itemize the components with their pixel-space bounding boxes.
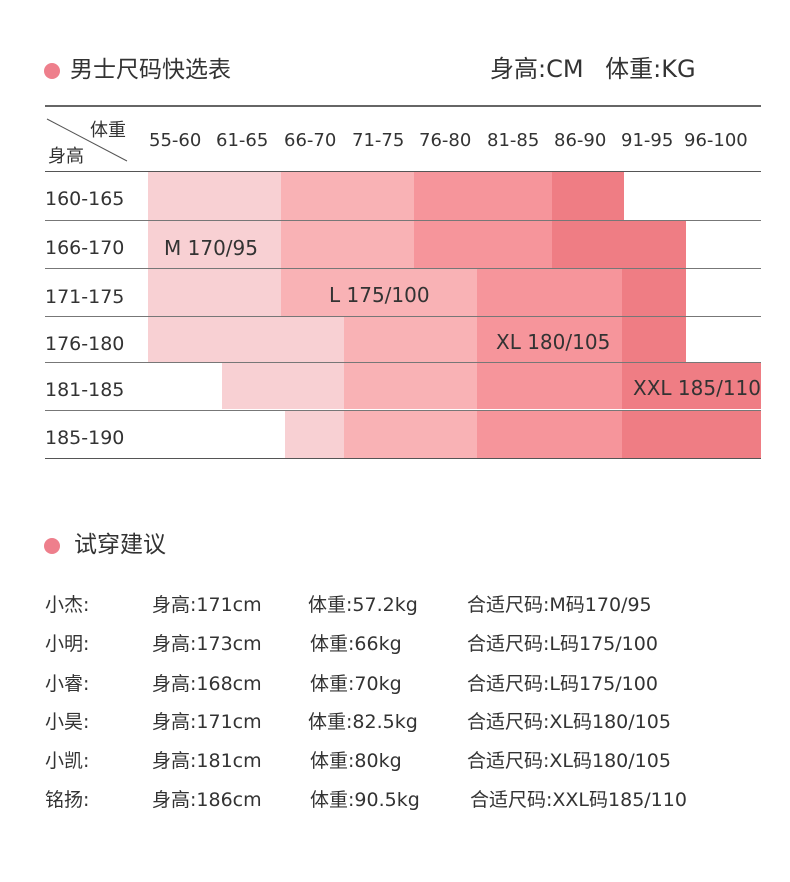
height-row-label: 176-180 [45, 333, 125, 355]
size-cell-xl [477, 363, 622, 409]
size-cell-l [281, 221, 414, 268]
size-cell-xl [477, 269, 622, 316]
advice-title: 试穿建议 [74, 532, 166, 558]
advice-height: 身高:171cm [152, 594, 262, 616]
corner-diagonal-line [46, 118, 128, 162]
advice-name: 铭扬: [45, 789, 90, 811]
size-cell-l [281, 269, 477, 316]
size-label-l: L 175/100 [329, 283, 430, 307]
weight-column-header: 96-100 [684, 130, 748, 151]
advice-size: 合适尺码:L码175/100 [467, 633, 658, 655]
advice-size: 合适尺码:XXL码185/110 [470, 789, 687, 811]
advice-weight: 体重:90.5kg [310, 789, 420, 811]
height-row-label: 185-190 [45, 427, 125, 449]
advice-weight: 体重:80kg [310, 750, 402, 772]
size-cell-xxl [622, 317, 686, 362]
height-row-label: 160-165 [45, 188, 125, 210]
advice-name: 小昊: [45, 711, 90, 733]
size-cell-l [281, 172, 414, 220]
corner-height-label: 身高 [48, 146, 84, 167]
size-cell-m [148, 317, 344, 362]
size-cell-l [344, 411, 477, 458]
weight-column-header: 61-65 [216, 130, 269, 151]
advice-size: 合适尺码:XL码180/105 [467, 711, 671, 733]
advice-height: 身高:171cm [152, 711, 262, 733]
table-header-rule [45, 171, 761, 172]
row-rule [45, 316, 761, 317]
advice-size: 合适尺码:M码170/95 [467, 594, 652, 616]
row-rule [45, 362, 761, 363]
weight-column-header: 81-85 [487, 130, 540, 151]
size-cell-xxl [552, 221, 686, 268]
size-cell-m [285, 411, 344, 458]
size-label-m: M 170/95 [164, 236, 258, 260]
weight-column-header: 66-70 [284, 130, 337, 151]
section-bullet-dot [44, 538, 60, 554]
height-row-label: 181-185 [45, 379, 125, 401]
size-cell-xxl [622, 363, 761, 409]
size-cell-m [148, 269, 281, 316]
advice-size: 合适尺码:XL码180/105 [467, 750, 671, 772]
table-bottom-rule [45, 458, 761, 459]
advice-name: 小明: [45, 633, 90, 655]
page-title: 男士尺码快选表 [70, 57, 231, 83]
size-cell-l [344, 317, 477, 362]
table-top-rule [45, 105, 761, 107]
row-rule [45, 410, 761, 411]
height-row-label: 171-175 [45, 286, 125, 308]
height-row-label: 166-170 [45, 237, 125, 259]
advice-height: 身高:181cm [152, 750, 262, 772]
advice-weight: 体重:66kg [310, 633, 402, 655]
size-cell-xl [477, 411, 622, 458]
weight-column-header: 76-80 [419, 130, 472, 151]
size-cell-xxl [622, 411, 761, 458]
size-cell-xl [414, 221, 552, 268]
advice-name: 小凯: [45, 750, 90, 772]
size-cell-xl [414, 172, 552, 220]
advice-name: 小杰: [45, 594, 90, 616]
row-rule [45, 220, 761, 221]
size-cell-xxl [552, 172, 624, 220]
weight-column-header: 55-60 [149, 130, 202, 151]
corner-weight-label: 体重 [90, 120, 126, 141]
size-cell-m [148, 221, 281, 268]
advice-name: 小睿: [45, 673, 90, 695]
size-label-xxl: XXL 185/110 [633, 376, 761, 400]
weight-column-header: 91-95 [621, 130, 674, 151]
advice-height: 身高:186cm [152, 789, 262, 811]
advice-size: 合适尺码:L码175/100 [467, 673, 658, 695]
section-bullet-dot [44, 63, 60, 79]
advice-weight: 体重:57.2kg [308, 594, 418, 616]
row-rule [45, 268, 761, 269]
advice-weight: 体重:70kg [310, 673, 402, 695]
advice-height: 身高:173cm [152, 633, 262, 655]
size-label-xl: XL 180/105 [496, 330, 611, 354]
size-cell-l [344, 363, 477, 409]
size-cell-m [222, 363, 344, 409]
size-cell-xxl [622, 269, 686, 316]
weight-column-header: 86-90 [554, 130, 607, 151]
advice-height: 身高:168cm [152, 673, 262, 695]
advice-weight: 体重:82.5kg [308, 711, 418, 733]
size-cell-xl [477, 317, 622, 362]
units-label: 身高:CM 体重:KG [490, 55, 696, 83]
size-cell-m [148, 172, 281, 220]
weight-column-header: 71-75 [352, 130, 405, 151]
